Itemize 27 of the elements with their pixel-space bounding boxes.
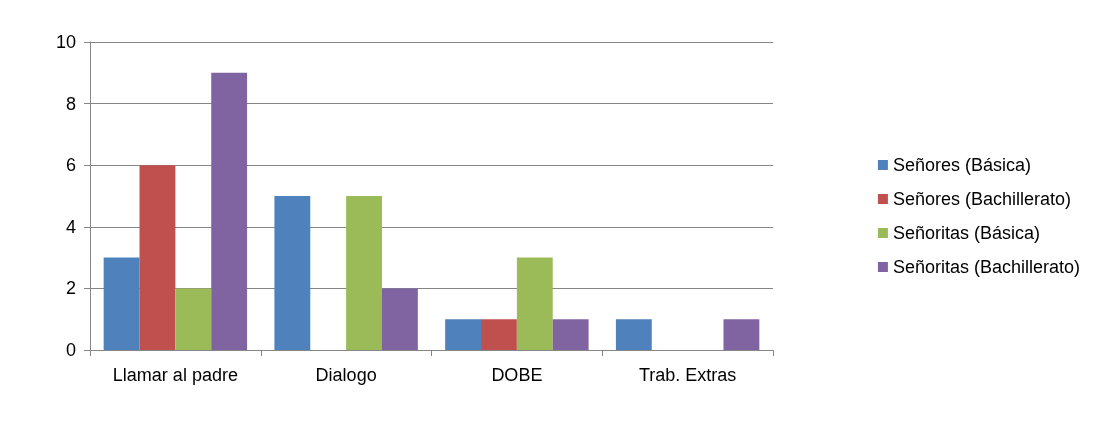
y-tick-label: 10 bbox=[55, 32, 76, 52]
bar bbox=[481, 319, 517, 350]
legend-label: Señoritas (Básica) bbox=[892, 223, 1040, 243]
x-tick-label: Trab. Extras bbox=[638, 365, 737, 385]
bar bbox=[346, 196, 382, 350]
bar bbox=[516, 257, 553, 350]
bar bbox=[552, 319, 589, 350]
bar bbox=[615, 319, 652, 350]
bar bbox=[175, 288, 212, 350]
y-tick-label: 8 bbox=[65, 93, 76, 114]
y-tick-label: 2 bbox=[65, 278, 76, 299]
x-tick-label: Dialogo bbox=[315, 365, 377, 385]
bar bbox=[381, 288, 418, 350]
bar bbox=[139, 165, 176, 350]
legend-label: Señores (Bachillerato) bbox=[892, 189, 1072, 209]
bar bbox=[103, 257, 140, 350]
legend-label: Señores (Básica) bbox=[892, 155, 1031, 175]
legend-label: Señoritas (Bachillerato) bbox=[892, 257, 1081, 277]
x-tick-label: Llamar al padre bbox=[112, 365, 238, 385]
bar bbox=[211, 72, 248, 350]
bar bbox=[445, 319, 482, 350]
y-tick-label: 6 bbox=[65, 155, 76, 176]
y-tick-label: 0 bbox=[65, 340, 76, 360]
bar bbox=[274, 196, 311, 350]
y-tick-label: 4 bbox=[65, 216, 76, 237]
bar bbox=[723, 319, 760, 350]
x-tick-label: DOBE bbox=[491, 365, 543, 385]
